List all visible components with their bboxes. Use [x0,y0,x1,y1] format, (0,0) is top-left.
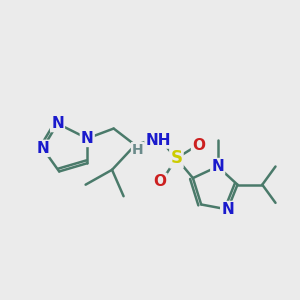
Text: S: S [170,149,182,167]
Text: N: N [211,159,224,174]
Text: N: N [51,116,64,131]
Text: O: O [153,174,167,189]
Text: N: N [81,131,94,146]
Text: N: N [36,141,49,156]
Text: H: H [132,143,144,157]
Text: N: N [221,202,234,217]
Text: NH: NH [146,133,171,148]
Text: O: O [192,137,205,152]
